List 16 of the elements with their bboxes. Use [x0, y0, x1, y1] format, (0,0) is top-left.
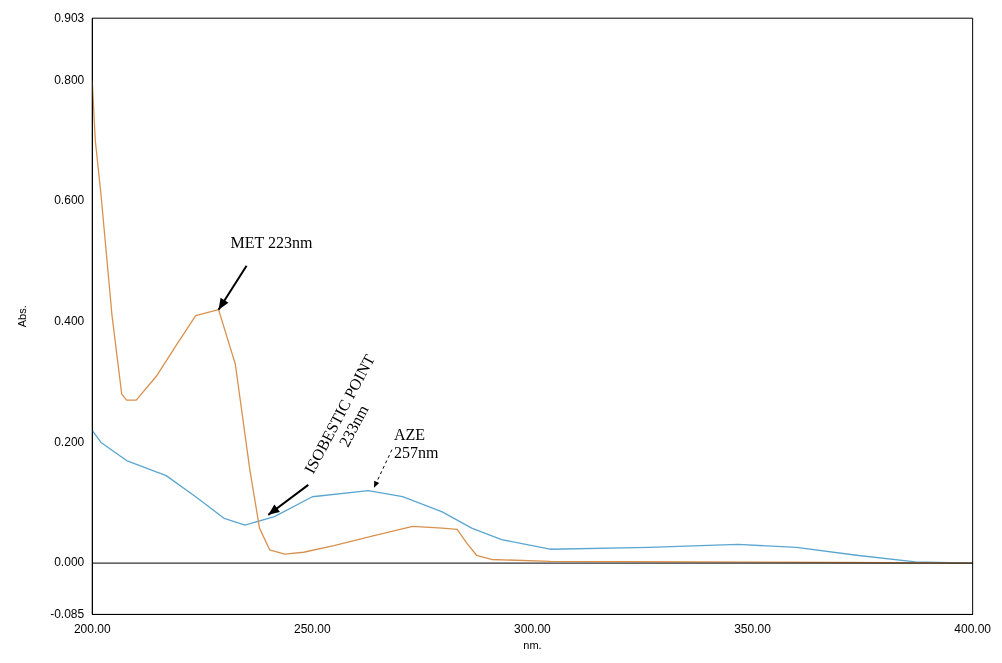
y-tick-label: 0.200 — [54, 434, 85, 449]
y-tick-label: 0.000 — [54, 555, 85, 570]
y-tick-label: 0.800 — [54, 72, 85, 87]
x-tick-label: 350.00 — [734, 621, 772, 636]
annotation: AZE 257nm — [393, 425, 439, 461]
x-tick-label: 200.00 — [73, 621, 111, 636]
x-tick-label: 400.00 — [954, 621, 992, 636]
x-tick-label: 250.00 — [293, 621, 332, 636]
y-tick-label: 0.600 — [54, 193, 85, 208]
y-tick-label: 0.903 — [54, 10, 85, 25]
x-tick-label: 300.00 — [514, 621, 552, 636]
annotation: MET 223nm — [230, 233, 314, 251]
y-tick-label: 0.400 — [54, 314, 85, 329]
y-axis-title: Abs. — [15, 305, 28, 328]
y-tick-label: -0.085 — [50, 606, 85, 621]
x-axis-title: nm. — [523, 639, 542, 652]
